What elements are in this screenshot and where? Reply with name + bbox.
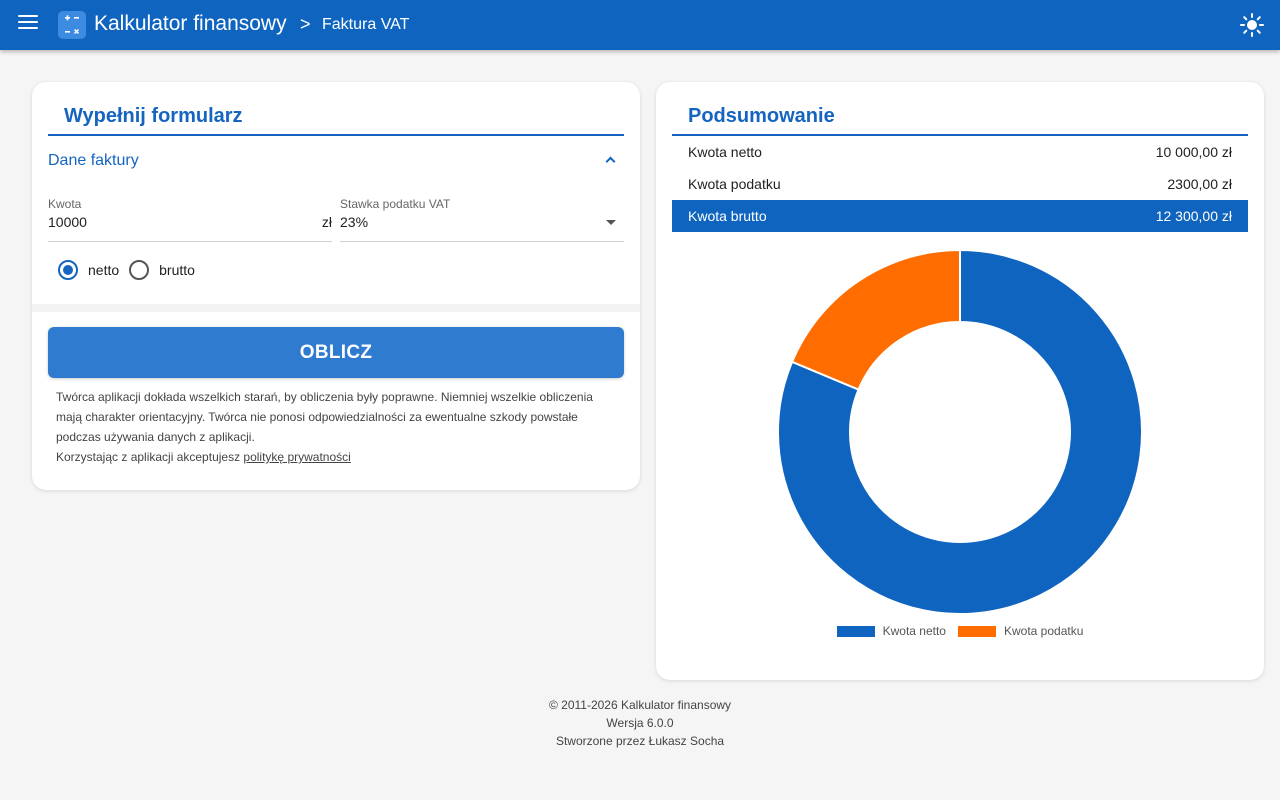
calculate-button[interactable]: OBLICZ (48, 327, 624, 378)
tax-amount-value: 2300,00 zł (1167, 176, 1232, 192)
legend-label-net: Kwota netto (882, 624, 946, 638)
menu-icon[interactable] (18, 15, 38, 33)
disclaimer-text: Twórca aplikacji dokłada wszelkich stara… (56, 387, 616, 467)
legend-swatch-tax (957, 625, 996, 637)
invoice-data-section-toggle[interactable]: Dane faktury (48, 150, 624, 174)
app-title[interactable]: Kalkulator finansowy (94, 12, 287, 35)
legend-label-tax: Kwota podatku (1003, 624, 1084, 638)
radio-checked-icon[interactable] (58, 260, 78, 280)
radio-brutto[interactable]: brutto (129, 260, 195, 280)
breadcrumb-separator: > (300, 14, 311, 34)
app-bar: Kalkulator finansowy > Faktura VAT (0, 0, 1280, 50)
form-card: Wypełnij formularz Dane faktury Kwota zł… (32, 82, 640, 490)
divider (32, 304, 640, 312)
donut-slice-tax[interactable] (790, 248, 961, 391)
section-label: Dane faktury (48, 152, 139, 169)
tax-amount-label: Kwota podatku (688, 176, 781, 192)
currency-suffix: zł (321, 214, 332, 230)
breadcrumb-current-page: Faktura VAT (322, 16, 410, 33)
legend-item-tax[interactable]: Kwota podatku (957, 624, 1084, 638)
footer-author: Stworzone przez Łukasz Socha (555, 734, 725, 748)
summary-title: Podsumowanie (672, 104, 1248, 136)
calculator-icon[interactable] (58, 11, 86, 39)
sun-icon[interactable] (1238, 11, 1266, 39)
gross-amount-row: Kwota brutto 12 300,00 zł (672, 200, 1248, 232)
gross-amount-value: 12 300,00 zł (1155, 208, 1232, 224)
disclaimer-body: Twórca aplikacji dokłada wszelkich stara… (56, 390, 593, 444)
privacy-policy-link[interactable]: politykę prywatności (243, 450, 351, 464)
amount-label: Kwota (48, 197, 82, 211)
caret-down-icon (606, 220, 616, 225)
radio-netto[interactable]: netto (58, 260, 119, 280)
form-title: Wypełnij formularz (48, 104, 624, 136)
chevron-up-icon (605, 156, 616, 167)
gross-amount-label: Kwota brutto (688, 208, 767, 224)
amount-type-radio-group: netto brutto (58, 259, 205, 281)
summary-card: Podsumowanie Kwota netto 10 000,00 zł Kw… (656, 82, 1264, 680)
vat-rate-select[interactable]: Stawka podatku VAT 23% (340, 194, 624, 242)
net-amount-row: Kwota netto 10 000,00 zł (672, 136, 1248, 168)
vat-rate-label: Stawka podatku VAT (340, 197, 451, 211)
footer-version: Wersja 6.0.0 (606, 716, 674, 730)
donut-chart (777, 248, 1143, 615)
legend-item-net[interactable]: Kwota netto (836, 624, 946, 638)
amount-field[interactable]: Kwota zł (48, 194, 332, 242)
radio-unchecked-icon[interactable] (129, 260, 150, 280)
amount-input[interactable] (48, 214, 288, 230)
net-amount-label: Kwota netto (688, 144, 762, 160)
footer: © 2011-2026 Kalkulator finansowy Wersja … (0, 696, 1280, 750)
legend-swatch-net (836, 625, 875, 637)
vat-rate-value: 23% (340, 214, 369, 230)
chart-legend: Kwota netto Kwota podatku (656, 622, 1264, 640)
tax-amount-row: Kwota podatku 2300,00 zł (672, 168, 1248, 200)
net-amount-value: 10 000,00 zł (1155, 144, 1232, 160)
donut-slice-net[interactable] (777, 248, 1143, 615)
privacy-prefix: Korzystając z aplikacji akceptujesz (56, 450, 241, 464)
radio-netto-label[interactable]: netto (88, 262, 120, 278)
radio-brutto-label[interactable]: brutto (159, 262, 195, 278)
footer-copyright: © 2011-2026 Kalkulator finansowy (548, 698, 732, 712)
